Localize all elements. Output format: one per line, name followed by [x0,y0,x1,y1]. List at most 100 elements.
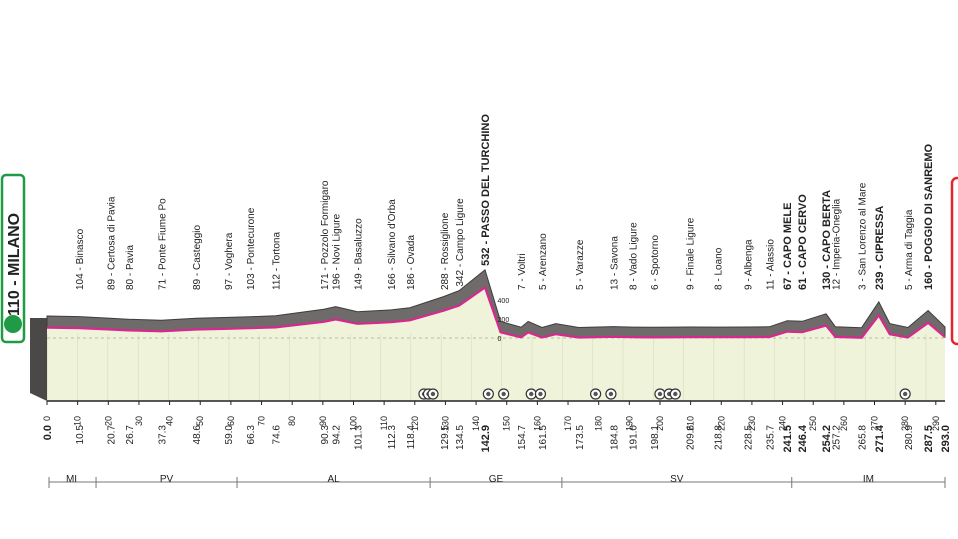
km-marker: 142.9 [480,425,492,453]
place-label: 5 - Arma di Taggia [904,209,915,290]
timing-icon-dot [902,391,908,397]
km-tick-label: 80 [287,416,297,426]
timing-icon-dot [529,391,534,397]
km-tick-label: 70 [257,416,267,426]
km-tick-label: 170 [563,416,573,431]
km-marker: 101.3 [353,425,364,450]
timing-icons [418,388,911,400]
place-label: 186 - Ovada [406,235,417,290]
km-tick-label: 230 [747,416,757,431]
km-tick-label: 250 [808,416,818,431]
km-marker: 161.5 [538,425,549,450]
place-label: 6 - Spotorno [650,235,661,290]
km-marker: 265.8 [858,425,869,450]
place-labels: 104 - Binasco 89 - Certosa di Pavia 80 - P… [75,114,935,290]
place-label: 166 - Silvano d'Orba [387,199,398,290]
place-label: 5 - Varazze [575,239,586,290]
province-label: MI [66,474,77,485]
km-tick-label: 160 [532,416,542,431]
km-marker: 118.4 [406,425,417,450]
km-tick-label: 100 [348,416,358,431]
km-tick-label: 120 [410,416,420,431]
place-label: 196 - Novi Ligure [332,213,343,290]
km-marker: 293.0 [940,425,952,453]
place-label: 149 - Basaluzzo [353,218,364,290]
place-label: 171 - Pozzolo Formigaro [320,180,331,290]
km-marker: 271.4 [874,424,886,452]
km-tick-label: 60 [226,416,236,426]
timing-icon-dot [673,391,678,397]
km-tick-label: 190 [624,416,634,431]
km-marker: 90.3 [320,425,331,445]
km-tick-label: 90 [318,416,328,426]
km-tick-label: 130 [440,416,450,431]
altitude-scale-label: 400 [498,298,510,305]
km-tick-label: 290 [931,416,941,431]
place-label: 7 - Voltri [517,253,528,290]
km-marker: 228.5 [743,425,754,450]
timing-icon-dot [538,391,543,397]
finish-banner [950,176,958,346]
place-label: 9 - Albenga [743,239,754,290]
km-marker: 0.0 [42,425,54,440]
km-marker: 209.6 [685,425,696,450]
place-label: 8 - Vado Ligure [628,222,639,290]
km-tick-label: 280 [900,416,910,431]
place-label: 104 - Binasco [75,228,86,290]
place-label: 130 - CAPO BERTA [821,190,833,290]
place-label: 9 - Finale Ligure [685,217,696,290]
km-tick-label: 50 [195,416,205,426]
place-label: 8 - Loano [714,247,725,290]
place-label: 532 - PASSO DEL TURCHINO [480,114,492,266]
km-tick-label: 10 [73,416,83,426]
province-label: IM [863,474,874,485]
km-marker: 254.2 [821,425,833,453]
km-tick-label: 110 [379,416,389,430]
altitude-scale-label: 200 [498,317,510,324]
km-ticks: 0 10 20 30 40 50 60 70 80 90 100 110 120 130 140 150 160… [42,401,941,431]
place-label: 12 - Imperia-Oneglia [831,198,842,290]
km-tick-label: 210 [686,416,696,431]
altitude-scale: 400 200 0 [498,298,510,343]
km-tick-label: 40 [165,416,175,426]
km-tick-label: 260 [839,416,849,431]
timing-icon-dot [608,391,614,397]
province-label: SV [670,474,684,485]
km-marker: 287.5 [923,425,935,453]
cyclist-icon [4,315,22,333]
place-label: 89 - Certosa di Pavia [106,196,117,290]
timing-icon-dot [486,391,491,397]
km-tick-label: 220 [716,416,726,431]
start-banner-frame [0,173,26,344]
km-marker: 37.3 [157,425,168,445]
place-label: 112 - Tortona [272,232,283,290]
km-tick-label: 270 [870,416,880,431]
province-label: PV [160,474,174,485]
province-label: GE [489,474,504,485]
place-label: 13 - Savona [609,236,620,290]
km-marker: 20.7 [106,425,117,445]
place-label: 239 - CIPRESSA [874,206,886,290]
km-marker: 10.5 [75,425,86,445]
km-tick-label: 30 [134,416,144,426]
place-label: 80 - Pavia [125,245,136,290]
place-label: 5 - Arenzano [538,233,549,290]
km-marker: 74.6 [272,425,283,445]
timing-icon-dot [501,391,506,397]
km-marker: 173.5 [575,425,586,450]
km-marker: 66.3 [246,425,257,445]
km-tick-label: 20 [103,416,113,426]
place-label: 11 - Alassio [765,239,776,290]
km-tick-label: 0 [42,416,52,421]
km-marker: 198.1 [650,425,661,450]
km-marker: 134.5 [455,425,466,450]
place-label: 89 - Casteggio [192,225,203,290]
place-label: 71 - Ponte Fiume Po [157,198,168,290]
km-marker: 129.5 [440,425,451,450]
timing-icon-dot [657,391,663,397]
province-labels: MI PV AL GE SV IM [48,474,946,488]
km-tick-label: 180 [594,416,604,431]
km-marker: 154.7 [517,425,528,450]
road-profile-line [46,285,946,339]
